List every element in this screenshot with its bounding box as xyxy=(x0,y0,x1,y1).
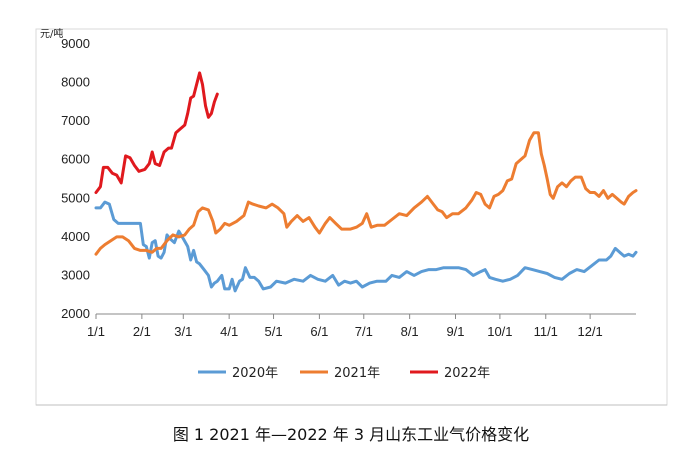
legend-label-3: 2022年 xyxy=(444,366,490,381)
y-tick-label: 4000 xyxy=(61,229,90,244)
x-tick-label: 10/1 xyxy=(487,324,512,339)
x-tick-label: 4/1 xyxy=(220,324,238,339)
legend: 2020年 2021年 2022年 xyxy=(198,366,490,381)
x-tick-label: 3/1 xyxy=(174,324,192,339)
x-tick-label: 7/1 xyxy=(355,324,373,339)
x-tick-label: 12/1 xyxy=(577,324,602,339)
legend-label-2: 2021年 xyxy=(334,366,380,381)
y-tick-label: 2000 xyxy=(61,306,90,321)
x-tick-label: 6/1 xyxy=(310,324,328,339)
x-tick-label: 5/1 xyxy=(264,324,282,339)
x-axis-ticks: 1/1 2/1 3/1 4/1 5/1 6/1 7/1 8/1 9/1 10/1 11/1 12/1 xyxy=(87,314,603,339)
x-tick-label: 9/1 xyxy=(446,324,464,339)
series-line-2 xyxy=(94,131,638,256)
series-lines xyxy=(94,71,638,293)
x-tick-label: 8/1 xyxy=(401,324,419,339)
x-tick-label: 2/1 xyxy=(133,324,151,339)
x-tick-label: 11/1 xyxy=(534,324,558,339)
y-tick-label: 6000 xyxy=(61,152,90,167)
legend-label-1: 2020年 xyxy=(232,366,278,381)
y-tick-label: 7000 xyxy=(61,113,90,128)
series-line-1 xyxy=(94,200,638,293)
y-tick-label: 5000 xyxy=(61,190,90,205)
y-tick-label: 9000 xyxy=(61,36,90,51)
series-line-3 xyxy=(94,71,219,194)
x-tick-label: 1/1 xyxy=(87,324,105,339)
figure-caption: 图 1 2021 年—2022 年 3 月山东工业气价格变化 xyxy=(173,425,529,444)
y-axis-ticks: 2000 3000 4000 5000 6000 7000 8000 9000 xyxy=(61,36,90,321)
y-axis-unit: 元/吨 xyxy=(40,27,63,40)
chart-outer-border xyxy=(35,28,668,406)
y-tick-label: 8000 xyxy=(61,75,90,90)
y-tick-label: 3000 xyxy=(61,267,90,282)
